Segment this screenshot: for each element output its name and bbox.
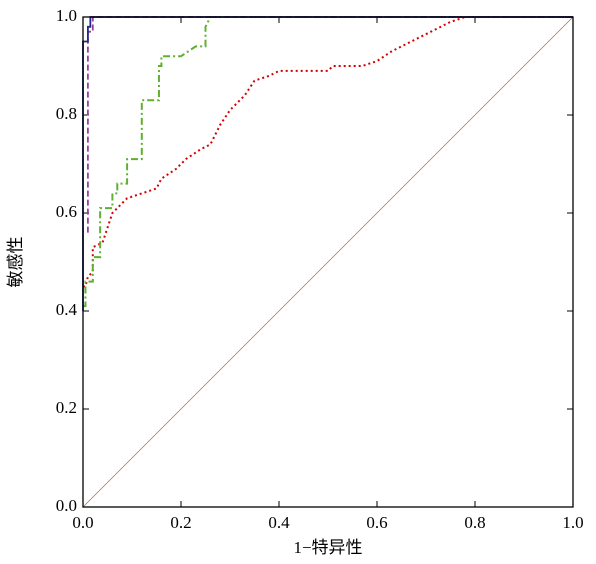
y-axis-label: 敏感性 [6, 237, 25, 288]
x-tick-label: 0.0 [72, 513, 93, 532]
y-tick-label: 0.8 [56, 104, 77, 123]
roc-line [82, 16, 573, 311]
roc-line [83, 16, 573, 288]
roc-line [83, 16, 573, 308]
x-tick-label: 0.2 [170, 513, 191, 532]
x-tick-label: 0.4 [268, 513, 290, 532]
roc-line [87, 16, 573, 233]
x-tick-label: 1.0 [562, 513, 583, 532]
y-tick-label: 1.0 [56, 6, 77, 25]
roc-line [82, 16, 574, 508]
y-tick-label: 0.4 [56, 300, 78, 319]
x-tick-label: 0.8 [464, 513, 485, 532]
x-axis-label: 1−特异性 [293, 538, 362, 557]
y-tick-label: 0.0 [56, 496, 77, 515]
x-tick-label: 0.6 [366, 513, 387, 532]
y-tick-label: 0.2 [56, 398, 77, 417]
plot-frame [82, 16, 574, 508]
y-tick-label: 0.6 [56, 202, 77, 221]
